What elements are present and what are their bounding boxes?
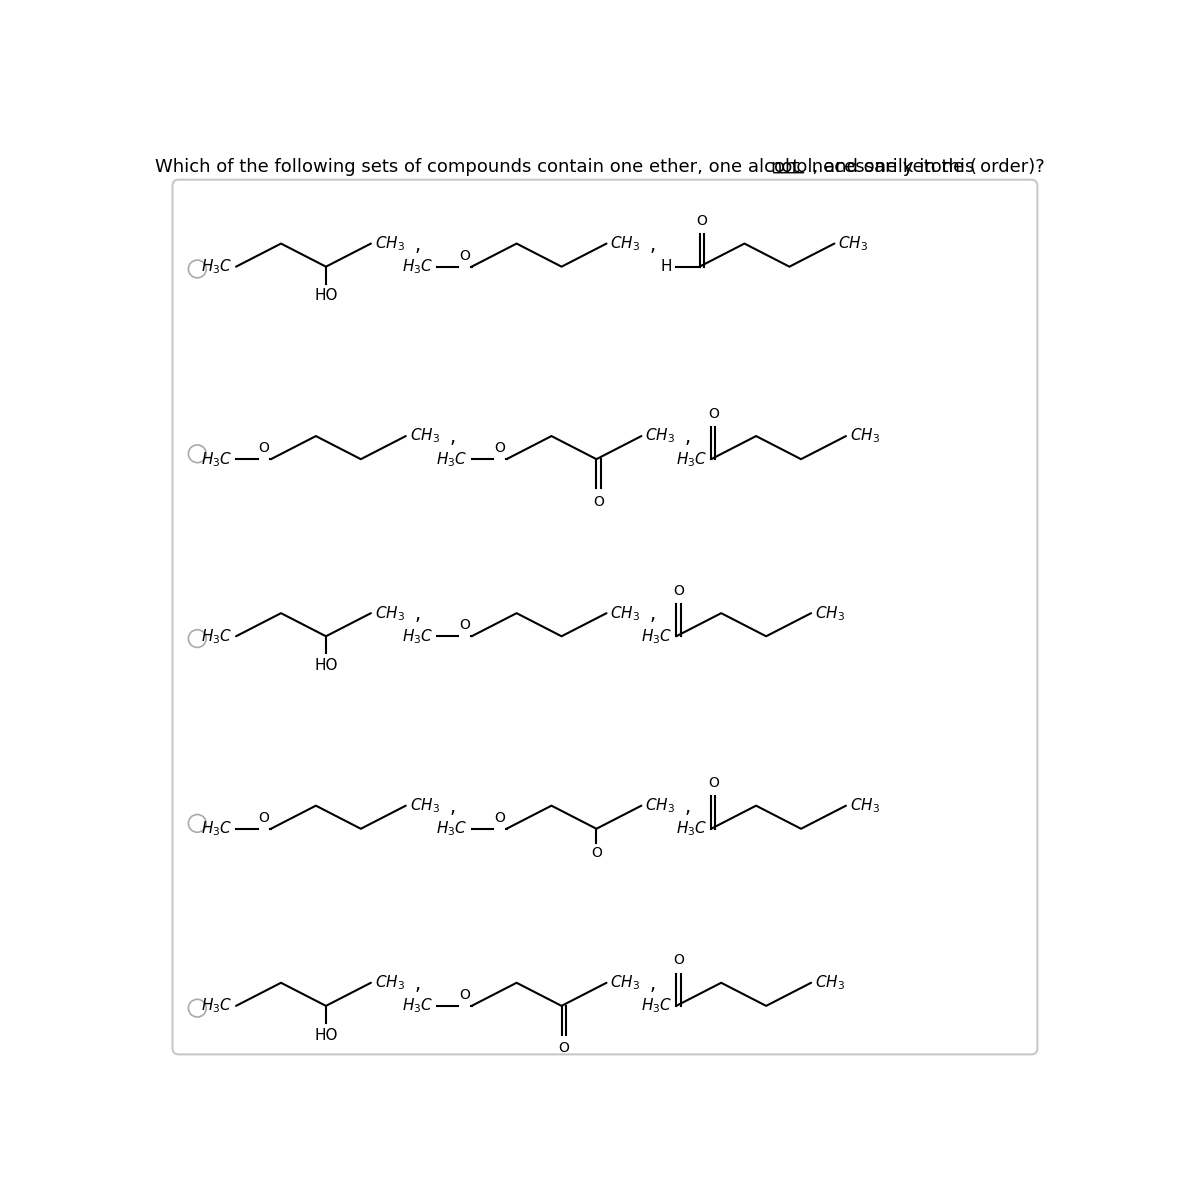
Text: HO: HO [314,1028,338,1042]
Text: ,: , [414,606,420,624]
Text: $H_3C$: $H_3C$ [201,996,232,1016]
Text: $CH_3$: $CH_3$ [645,427,676,446]
Text: $H_3C$: $H_3C$ [676,820,707,838]
Text: O: O [494,441,505,456]
Text: ,: , [449,428,455,447]
Text: $H_3C$: $H_3C$ [401,627,433,645]
Text: O: O [494,811,505,825]
Text: $CH_3$: $CH_3$ [816,974,845,992]
Text: $CH_3$: $CH_3$ [610,974,640,992]
Text: $CH_3$: $CH_3$ [410,427,439,446]
Text: O: O [708,406,719,421]
Text: ,: , [685,428,691,447]
Text: O: O [460,249,470,263]
Text: O: O [460,988,470,1002]
Text: $H_3C$: $H_3C$ [201,257,232,276]
Text: O: O [708,776,719,791]
Text: $H_3C$: $H_3C$ [201,820,232,838]
Text: $H_3C$: $H_3C$ [676,450,707,469]
Text: $H_3C$: $H_3C$ [437,450,468,469]
Text: ,: , [414,236,420,255]
Text: $CH_3$: $CH_3$ [816,603,845,623]
Text: $H_3C$: $H_3C$ [641,627,672,645]
Text: ,: , [449,798,455,816]
Text: $CH_3$: $CH_3$ [850,427,880,446]
Text: $H_3C$: $H_3C$ [201,627,232,645]
Text: O: O [673,953,684,968]
Text: $H_3C$: $H_3C$ [641,996,672,1016]
Text: O: O [259,441,270,456]
Text: $CH_3$: $CH_3$ [375,974,405,992]
Text: O: O [696,214,707,228]
Text: ,: , [650,975,656,994]
Text: O: O [593,494,604,508]
FancyBboxPatch shape [172,179,1038,1054]
Text: $CH_3$: $CH_3$ [375,234,405,252]
Text: ,: , [414,975,420,994]
Text: O: O [460,619,470,632]
Text: $CH_3$: $CH_3$ [610,234,640,252]
Text: ,: , [650,236,656,255]
Text: $CH_3$: $CH_3$ [850,796,880,815]
Text: $CH_3$: $CH_3$ [410,796,439,815]
Text: $H_3C$: $H_3C$ [401,257,433,276]
Text: not: not [771,159,800,177]
Text: HO: HO [314,288,338,303]
Text: O: O [673,584,684,597]
Text: H: H [660,260,672,274]
Text: $CH_3$: $CH_3$ [645,796,676,815]
Text: $CH_3$: $CH_3$ [838,234,868,252]
Text: $H_3C$: $H_3C$ [437,820,468,838]
Text: ,: , [650,606,656,624]
Text: $CH_3$: $CH_3$ [610,603,640,623]
Text: $CH_3$: $CH_3$ [375,603,405,623]
Text: Which of the following sets of compounds contain one ether, one alcohol, and one: Which of the following sets of compounds… [155,159,978,177]
Text: O: O [259,811,270,825]
Text: O: O [559,1041,570,1055]
Text: ,: , [685,798,691,816]
Text: $H_3C$: $H_3C$ [401,996,433,1016]
Text: $H_3C$: $H_3C$ [201,450,232,469]
Text: HO: HO [314,657,338,673]
Text: O: O [591,846,602,861]
Text: necessarily in this order)?: necessarily in this order)? [806,159,1045,177]
